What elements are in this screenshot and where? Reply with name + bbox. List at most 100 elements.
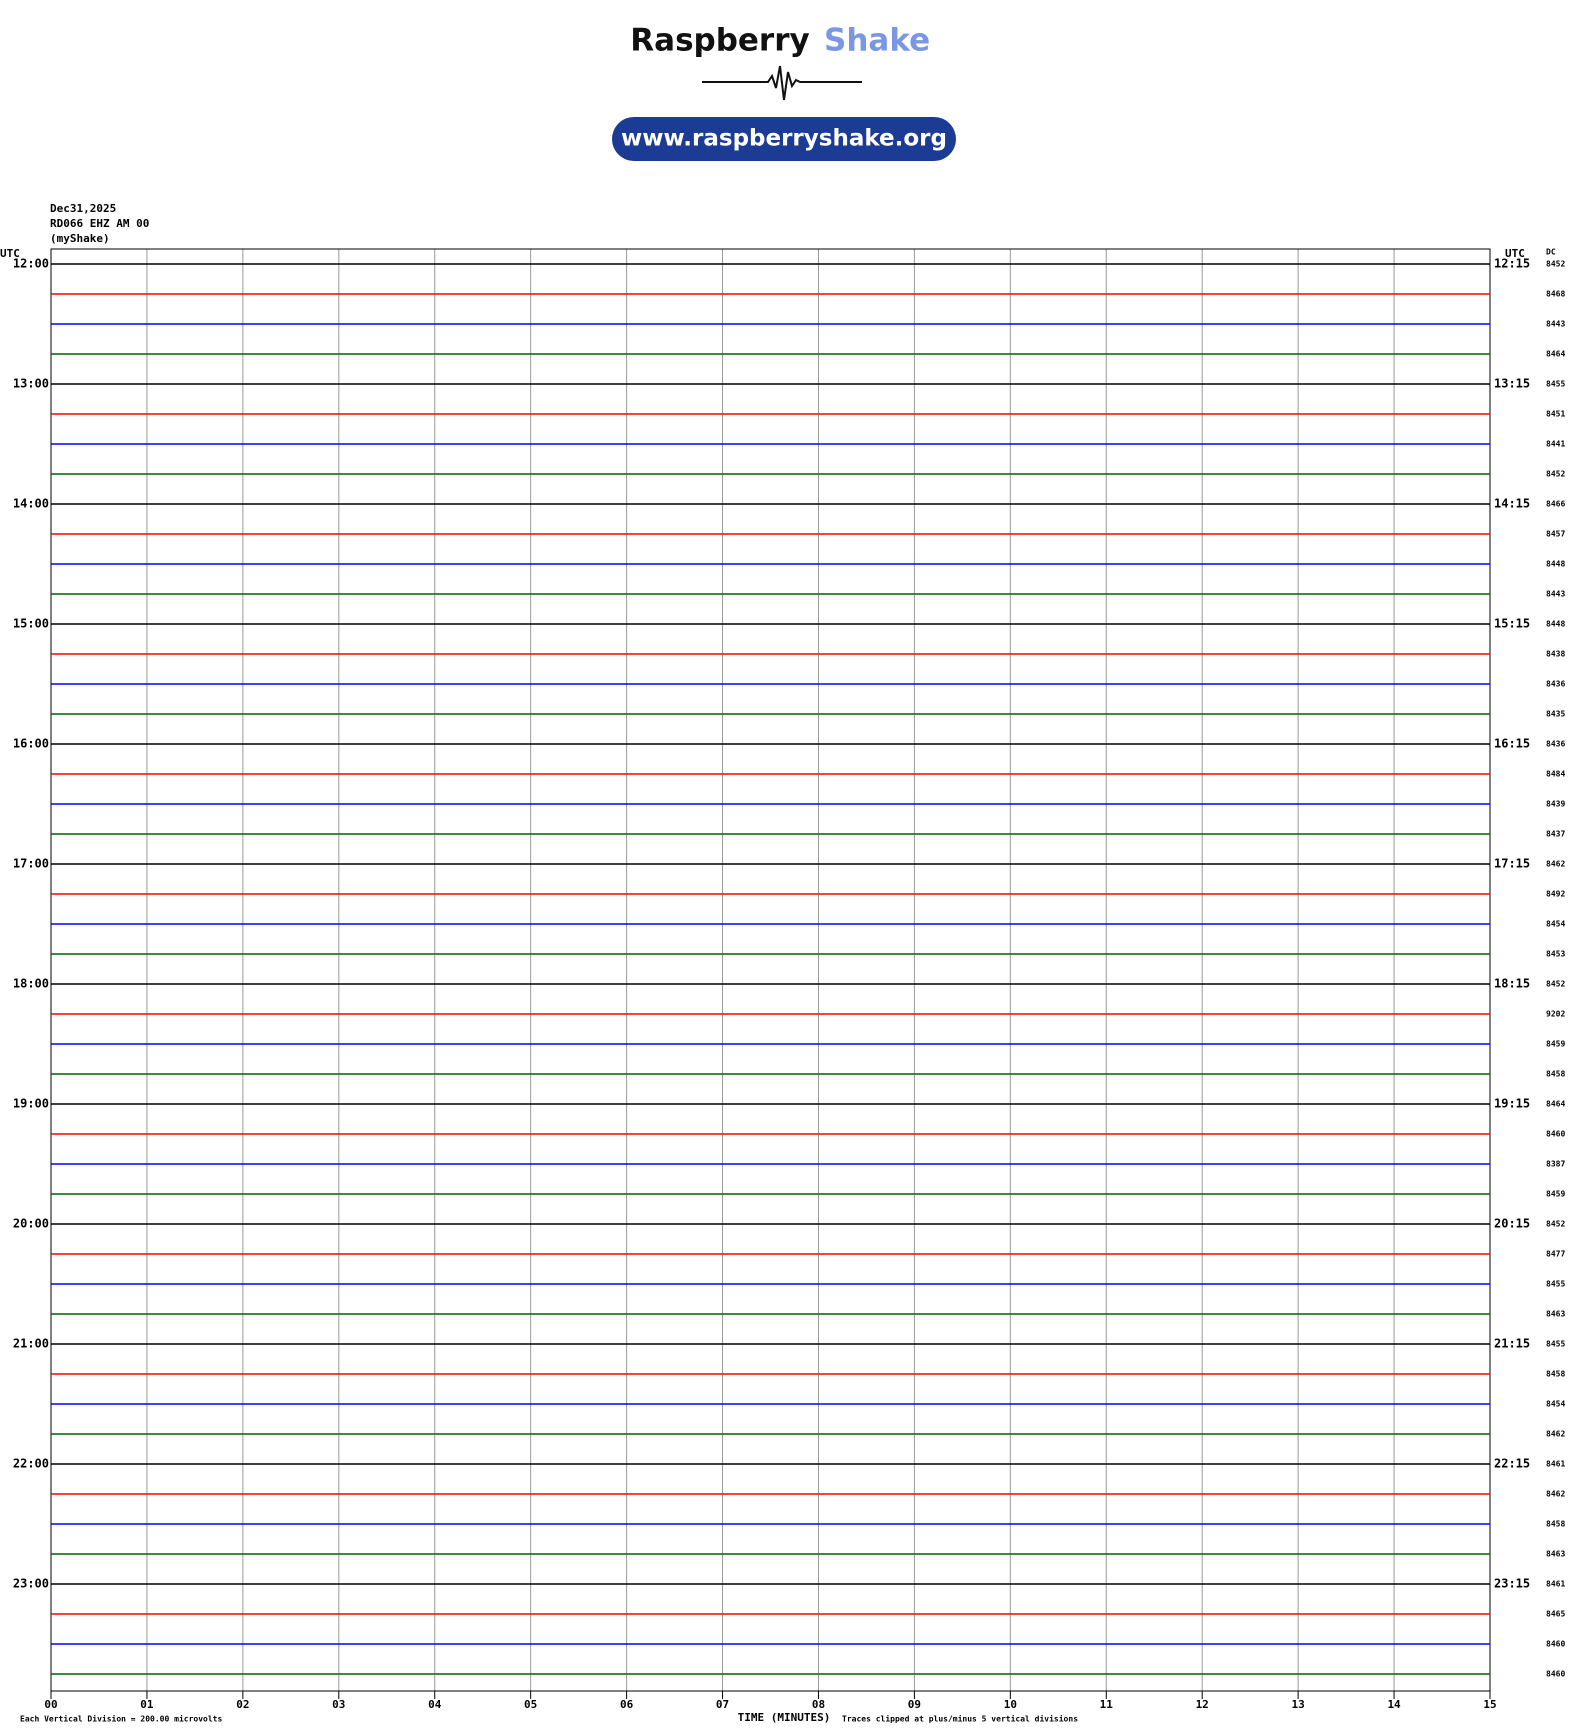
x-tick-label: 02 (236, 1698, 249, 1711)
dc-label: 8454 (1546, 1400, 1565, 1409)
dc-label: 9202 (1546, 1010, 1565, 1019)
right-time-label: 17:15 (1494, 857, 1530, 871)
left-time-label: 16:00 (13, 737, 49, 751)
right-time-label: 19:15 (1494, 1097, 1530, 1111)
dc-label: 8462 (1546, 860, 1565, 869)
dc-label: 8468 (1546, 290, 1565, 299)
right-time-label: 23:15 (1494, 1577, 1530, 1591)
dc-label: 8455 (1546, 1280, 1565, 1289)
right-time-label: 21:15 (1494, 1337, 1530, 1351)
x-tick-label: 03 (332, 1698, 345, 1711)
dc-label: 8460 (1546, 1130, 1565, 1139)
right-time-label: 20:15 (1494, 1217, 1530, 1231)
dc-label: 8437 (1546, 830, 1565, 839)
dc-label: 8435 (1546, 710, 1565, 719)
scale-note: Each Vertical Division = 200.00 microvol… (20, 1714, 222, 1724)
dc-label: 8455 (1546, 380, 1565, 389)
dc-label: 8455 (1546, 1340, 1565, 1349)
brand-word2: Shake (824, 23, 930, 59)
dc-label: 8464 (1546, 350, 1565, 359)
dc-label: 8452 (1546, 980, 1565, 989)
dc-label: 8460 (1546, 1670, 1565, 1679)
dc-label: 8477 (1546, 1250, 1565, 1259)
right-time-label: 15:15 (1494, 617, 1530, 631)
dc-label: 8452 (1546, 260, 1565, 269)
x-tick-label: 11 (1100, 1698, 1114, 1711)
dc-label: 8461 (1546, 1580, 1565, 1589)
right-time-label: 13:15 (1494, 377, 1530, 391)
left-time-label: 20:00 (13, 1217, 49, 1231)
x-tick-label: 06 (620, 1698, 634, 1711)
right-time-label: 22:15 (1494, 1457, 1530, 1471)
left-time-label: 14:00 (13, 497, 49, 511)
x-tick-label: 10 (1004, 1698, 1017, 1711)
left-time-label: 15:00 (13, 617, 49, 631)
station: RD066 EHZ AM 00 (50, 217, 149, 230)
dc-label: 8438 (1546, 650, 1565, 659)
clip-note: Traces clipped at plus/minus 5 vertical … (842, 1714, 1078, 1724)
source: (myShake) (50, 232, 110, 245)
x-axis-title: TIME (MINUTES) (738, 1711, 831, 1724)
brand-wave (702, 65, 862, 101)
left-time-label: 23:00 (13, 1577, 49, 1591)
dc-label: 8451 (1546, 410, 1565, 419)
dc-label: 8459 (1546, 1190, 1565, 1199)
dc-label: 8458 (1546, 1520, 1565, 1529)
dc-label: 8462 (1546, 1490, 1565, 1499)
x-tick-label: 15 (1483, 1698, 1496, 1711)
left-time-label: 21:00 (13, 1337, 49, 1351)
dc-label: 8459 (1546, 1040, 1565, 1049)
dc-label: 8443 (1546, 320, 1565, 329)
x-tick-label: 14 (1387, 1698, 1401, 1711)
dc-label: 8466 (1546, 500, 1565, 509)
dc-label: 8441 (1546, 440, 1565, 449)
plot-frame (50, 248, 1491, 1692)
dc-label: 8458 (1546, 1370, 1565, 1379)
url-pill[interactable] (612, 117, 956, 161)
dc-label: 8458 (1546, 1070, 1565, 1079)
dc-label: 8462 (1546, 1430, 1565, 1439)
dc-label: 8464 (1546, 1100, 1565, 1109)
left-time-label: 18:00 (13, 977, 49, 991)
left-unit: UTC (0, 247, 20, 260)
dc-label: 8453 (1546, 950, 1565, 959)
x-tick-label: 12 (1196, 1698, 1209, 1711)
dc-label: 8460 (1546, 1640, 1565, 1649)
dc-label: 8443 (1546, 590, 1565, 599)
left-time-label: 22:00 (13, 1457, 49, 1471)
dc-label: 8452 (1546, 470, 1565, 479)
brand-word1: Raspberry (630, 23, 809, 59)
dc-label: 8492 (1546, 890, 1565, 899)
left-time-label: 12:00 (13, 257, 49, 271)
left-time-label: 17:00 (13, 857, 49, 871)
dc-label: 8452 (1546, 1220, 1565, 1229)
dc-label: 8461 (1546, 1460, 1565, 1469)
dc-label: 8436 (1546, 680, 1565, 689)
right-time-label: 18:15 (1494, 977, 1530, 991)
dc-label: 8448 (1546, 560, 1565, 569)
dc-label: 8457 (1546, 530, 1565, 539)
dc-label: 8463 (1546, 1550, 1565, 1559)
x-tick-label: 08 (812, 1698, 825, 1711)
dc-label: 8465 (1546, 1610, 1565, 1619)
dc-header: DC (1546, 248, 1556, 257)
dc-label: 8454 (1546, 920, 1565, 929)
x-tick-label: 13 (1292, 1698, 1305, 1711)
brand-url[interactable]: www.raspberryshake.org (621, 126, 947, 152)
date: Dec31,2025 (50, 202, 116, 215)
right-time-label: 12:15 (1494, 257, 1530, 271)
left-time-label: 19:00 (13, 1097, 49, 1111)
x-tick-label: 00 (44, 1698, 57, 1711)
x-tick-label: 09 (908, 1698, 921, 1711)
dc-label: 8463 (1546, 1310, 1565, 1319)
right-time-label: 16:15 (1494, 737, 1530, 751)
x-tick-label: 05 (524, 1698, 537, 1711)
right-unit: UTC (1505, 247, 1525, 260)
dc-label: 8448 (1546, 620, 1565, 629)
dc-label: 8439 (1546, 800, 1565, 809)
x-tick-label: 04 (428, 1698, 442, 1711)
left-time-label: 13:00 (13, 377, 49, 391)
right-time-label: 14:15 (1494, 497, 1530, 511)
